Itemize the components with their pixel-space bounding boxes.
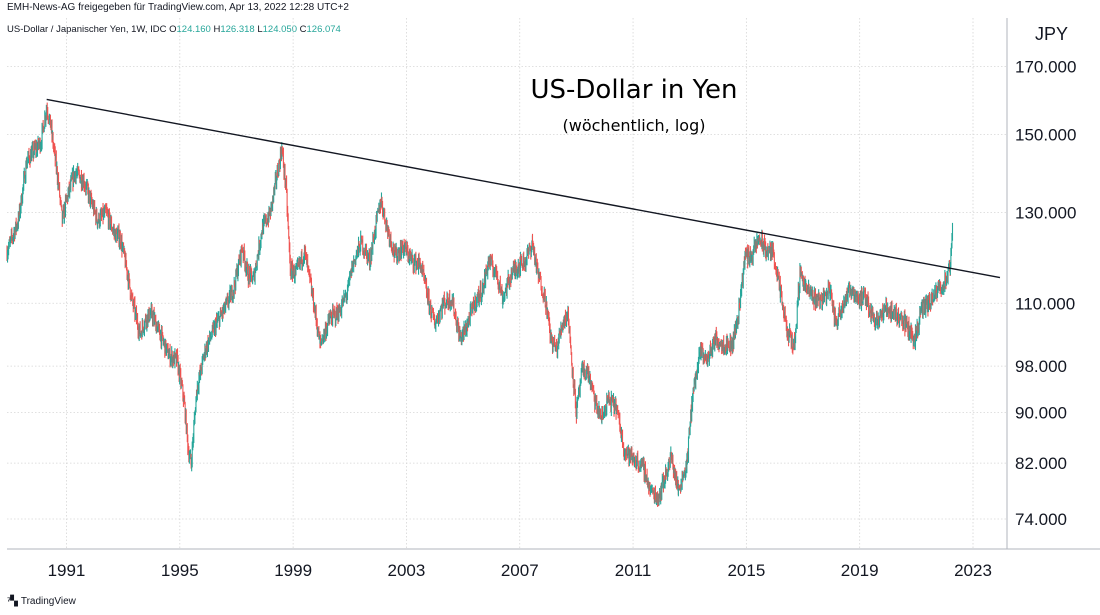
y-tick-label: 110.000 — [1015, 294, 1075, 313]
y-tick-label: 170.000 — [1015, 57, 1076, 76]
chart-title: US-Dollar in Yen — [530, 75, 737, 105]
symbol-legend: US-Dollar / Japanischer Yen, 1W, IDC O12… — [7, 24, 341, 35]
x-tick-label: 2019 — [841, 561, 879, 580]
x-tick-label: 1999 — [274, 561, 312, 580]
x-tick-label: 1991 — [48, 561, 86, 580]
y-tick-label: 130.000 — [1015, 203, 1076, 222]
high-value: 126.318 — [220, 24, 255, 35]
open-value: 124.160 — [176, 24, 211, 35]
close-value: 126.074 — [306, 24, 341, 35]
chart-subtitle: (wöchentlich, log) — [563, 116, 706, 135]
symbol-name[interactable]: US-Dollar / Japanischer Yen, 1W, IDC — [7, 24, 167, 35]
x-tick-label: 2023 — [954, 561, 992, 580]
x-tick-label: 2015 — [727, 561, 765, 580]
share-banner: EMH-News-AG freigegeben für TradingView.… — [7, 2, 349, 13]
price-axis[interactable]: 74.000 82.000 90.000 98.000 110.000 130.000 15… — [1015, 57, 1076, 529]
currency-label[interactable]: JPY — [1032, 24, 1072, 45]
low-value: 124.050 — [262, 24, 297, 35]
brand-name: TradingView — [20, 596, 76, 607]
x-tick-label: 2011 — [615, 561, 652, 580]
high-label: H — [213, 24, 221, 35]
y-tick-label: 74.000 — [1015, 510, 1067, 529]
tradingview-logo-icon: ⁷▚ — [7, 596, 18, 607]
x-tick-label: 2007 — [501, 561, 539, 580]
y-tick-label: 82.000 — [1015, 454, 1067, 473]
x-tick-label: 1995 — [161, 561, 199, 580]
close-label: C — [299, 24, 307, 35]
time-axis[interactable]: 1991 1995 1999 2003 2007 2011 2015 2019 2023 — [48, 561, 992, 580]
y-tick-label: 90.000 — [1015, 403, 1067, 422]
footer-brand: ⁷▚ TradingView — [7, 596, 76, 607]
open-label: O — [169, 24, 177, 35]
x-tick-label: 2003 — [388, 561, 426, 580]
trendline — [46, 98, 1001, 279]
price-series — [6, 102, 954, 507]
grid-lines — [7, 18, 1100, 550]
low-label: L — [257, 24, 263, 35]
y-tick-label: 150.000 — [1015, 126, 1076, 145]
y-tick-label: 98.000 — [1015, 357, 1067, 376]
